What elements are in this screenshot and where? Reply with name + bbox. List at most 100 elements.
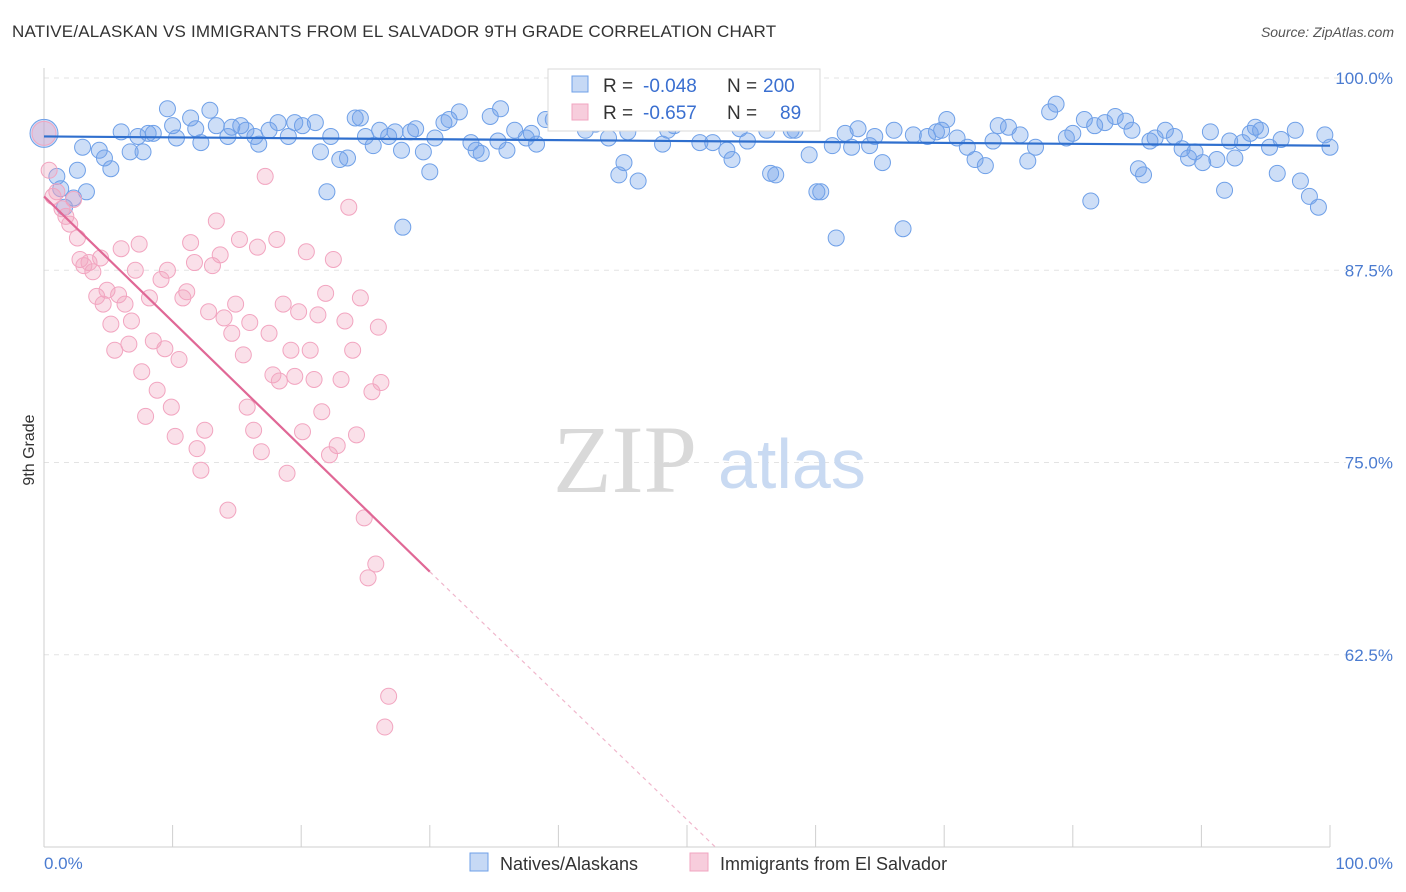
x-tick-labels: 0.0% 100.0%	[44, 854, 1393, 873]
stats-n-value-blue: 200	[763, 76, 795, 97]
point-salvador-72	[305, 370, 323, 388]
point-salvador-55	[241, 314, 259, 332]
point-natives-93	[723, 151, 741, 169]
point-natives-63	[489, 132, 507, 150]
point-salvador-82	[344, 341, 362, 359]
point-salvador-71	[301, 341, 319, 359]
point-salvador-36	[170, 350, 188, 368]
point-natives-55	[426, 129, 444, 147]
stats-r-value-blue: -0.048	[643, 76, 697, 97]
point-salvador-86	[359, 569, 377, 587]
legend: Natives/Alaskans Immigrants from El Salv…	[469, 852, 947, 874]
point-natives-150	[1194, 154, 1212, 172]
point-natives-138	[1106, 107, 1124, 125]
point-natives-106	[827, 229, 845, 247]
point-natives-68	[522, 124, 540, 142]
point-natives-6	[74, 138, 92, 156]
point-salvador-73	[309, 306, 327, 324]
point-natives-127	[1011, 126, 1029, 144]
point-natives-139	[1117, 112, 1135, 130]
point-natives-17	[158, 100, 176, 118]
point-salvador-27	[137, 407, 155, 425]
point-salvador-18	[106, 341, 124, 359]
point-natives-56	[435, 114, 453, 132]
point-natives-163	[1286, 121, 1304, 139]
point-natives-37	[311, 143, 329, 161]
point-salvador-1	[40, 161, 58, 179]
point-natives-151	[1201, 123, 1219, 141]
point-salvador-90	[372, 374, 390, 392]
point-salvador-20	[112, 240, 130, 258]
point-salvador-22	[120, 335, 138, 353]
point-natives-81	[629, 172, 647, 190]
point-natives-20	[182, 109, 200, 127]
point-natives-67	[517, 129, 535, 147]
point-natives-25	[219, 127, 237, 145]
trend-lines	[43, 135, 1331, 848]
point-salvador-32	[156, 340, 174, 358]
point-salvador-40	[185, 254, 203, 272]
point-natives-164	[1291, 172, 1309, 190]
point-salvador-35	[166, 427, 184, 445]
point-natives-109	[849, 120, 867, 138]
point-salvador-81	[340, 198, 358, 216]
point-salvador-74	[313, 403, 331, 421]
trend-line-salvador	[43, 195, 431, 573]
point-salvador-49	[219, 501, 237, 519]
point-salvador-41	[188, 440, 206, 458]
point-salvador-42	[192, 461, 210, 479]
point-natives-16	[144, 124, 162, 142]
point-salvador-50	[223, 324, 241, 342]
point-natives-105	[823, 137, 841, 155]
point-natives-10	[102, 160, 120, 178]
point-natives-129	[1027, 138, 1045, 156]
point-natives-41	[338, 149, 356, 167]
point-natives-137	[1096, 114, 1114, 132]
point-salvador-7	[65, 191, 83, 209]
point-natives-26	[223, 118, 241, 136]
point-salvador-70	[297, 243, 315, 261]
point-natives-118	[933, 121, 951, 139]
point-salvador-92	[380, 687, 398, 705]
point-natives-61	[472, 144, 490, 162]
point-natives-124	[984, 132, 1002, 150]
point-natives-104	[812, 183, 830, 201]
point-natives-12	[121, 143, 139, 161]
point-salvador-33	[158, 261, 176, 279]
point-salvador-21	[116, 295, 134, 313]
point-natives-161	[1268, 164, 1286, 182]
point-natives-111	[866, 127, 884, 145]
point-salvador-0	[31, 120, 57, 146]
point-salvador-78	[328, 437, 346, 455]
point-natives-155	[1226, 149, 1244, 167]
point-natives-30	[250, 135, 268, 153]
point-salvador-89	[369, 318, 387, 336]
point-salvador-57	[248, 238, 266, 256]
point-salvador-62	[268, 230, 286, 248]
point-salvador-68	[290, 303, 308, 321]
point-natives-115	[904, 126, 922, 144]
point-natives-79	[615, 154, 633, 172]
point-salvador-83	[347, 426, 365, 444]
point-natives-153	[1216, 181, 1234, 199]
point-salvador-43	[196, 421, 214, 439]
stats-r-label-pink: R =	[603, 103, 633, 124]
point-natives-42	[346, 109, 364, 127]
legend-swatch-salvador	[689, 852, 709, 872]
point-natives-122	[966, 151, 984, 169]
point-natives-112	[873, 154, 891, 172]
point-salvador-84	[351, 289, 369, 307]
point-natives-58	[450, 103, 468, 121]
point-natives-23	[201, 101, 219, 119]
point-salvador-31	[152, 270, 170, 288]
watermark-zip: ZIP	[553, 406, 697, 513]
legend-label-natives: Natives/Alaskans	[500, 854, 638, 874]
point-natives-89	[691, 134, 709, 152]
point-natives-119	[938, 111, 956, 129]
point-natives-7	[77, 183, 95, 201]
point-salvador-69	[293, 423, 311, 441]
point-natives-35	[293, 117, 311, 135]
point-natives-135	[1082, 192, 1100, 210]
stats-box-frame	[547, 68, 821, 132]
point-natives-134	[1075, 111, 1093, 129]
